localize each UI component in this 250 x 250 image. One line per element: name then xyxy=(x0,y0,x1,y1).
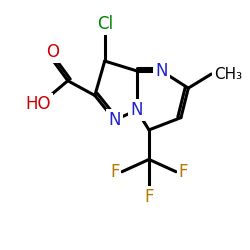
Text: O: O xyxy=(46,43,60,61)
Text: N: N xyxy=(155,62,168,80)
Text: N: N xyxy=(108,111,121,129)
Text: F: F xyxy=(178,163,188,181)
Text: CH₃: CH₃ xyxy=(214,66,242,82)
Text: F: F xyxy=(144,188,154,206)
Text: N: N xyxy=(130,101,143,119)
Text: F: F xyxy=(110,163,120,181)
Text: Cl: Cl xyxy=(97,15,113,33)
Text: HO: HO xyxy=(25,96,50,114)
